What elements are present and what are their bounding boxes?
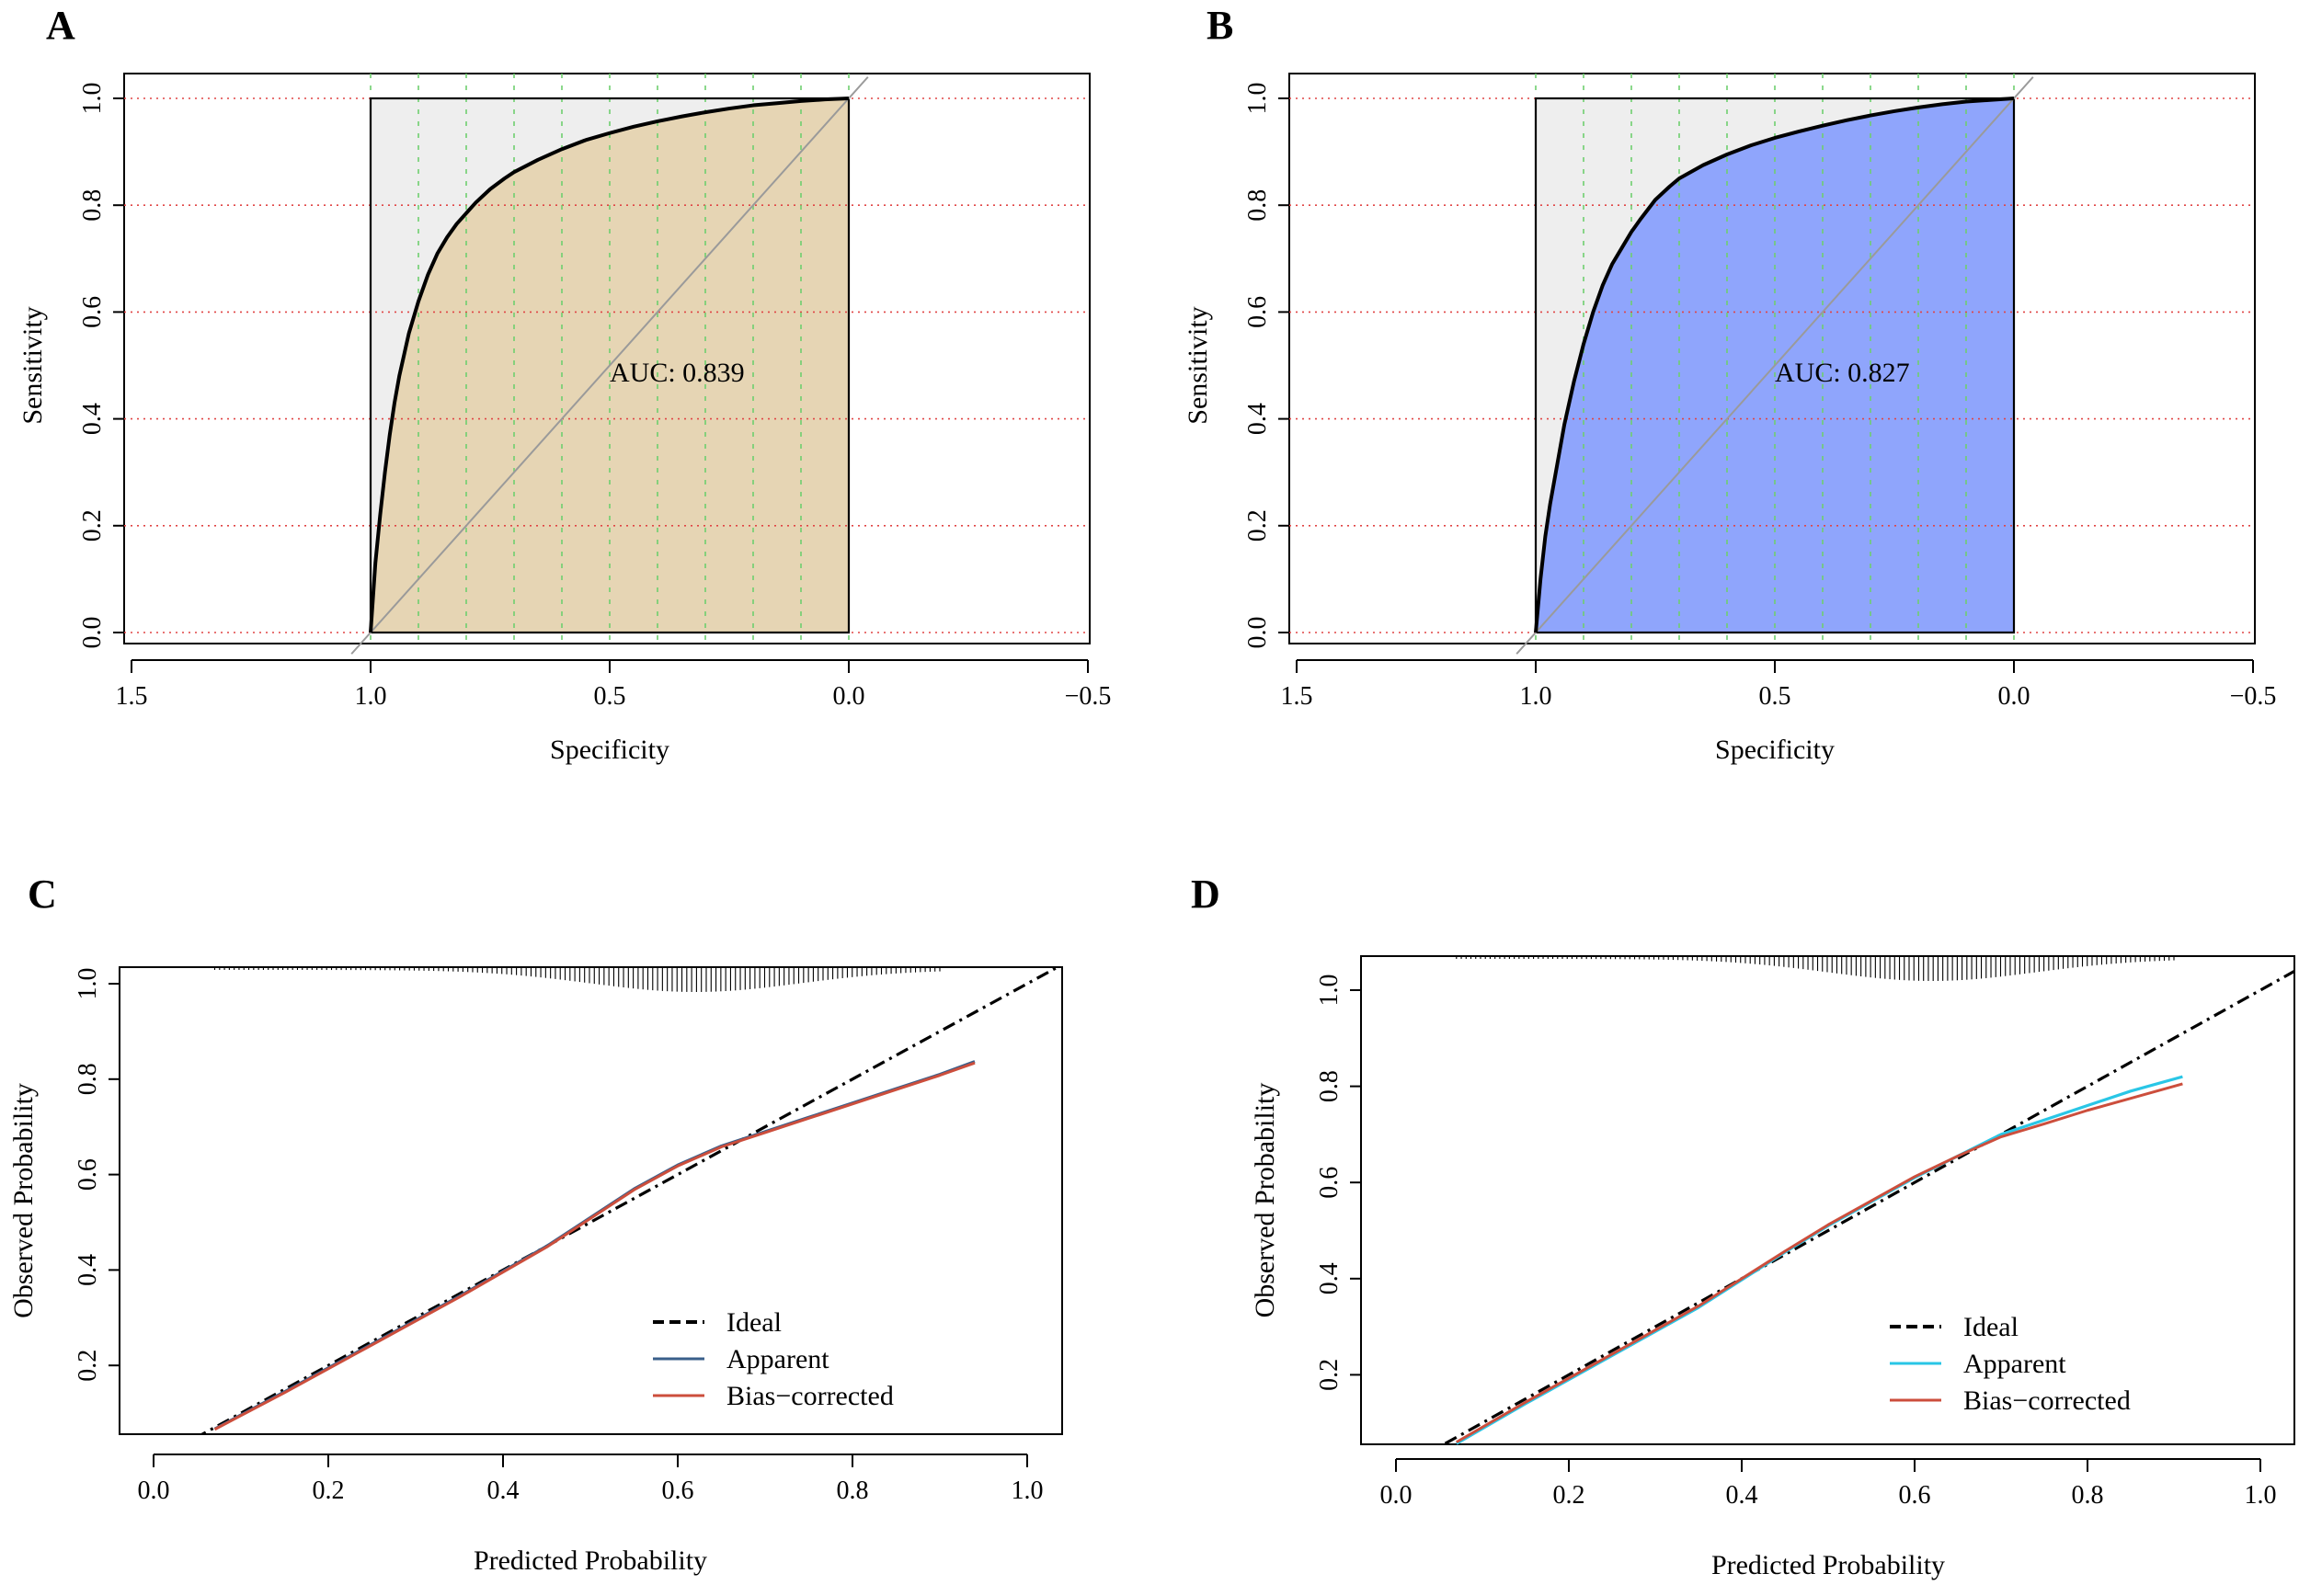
roc-curve — [369, 97, 850, 633]
plot-frame — [123, 73, 1091, 644]
auc-label: AUC: 0.827 — [1775, 358, 1910, 388]
ideal-line — [1440, 969, 2294, 1444]
roc-panel-a: AUC: 0.839 0.0 0.2 0.4 0.6 0.8 1.0 1.5 1.0 0.5 0.0… — [17, 73, 1112, 765]
plot-frame — [119, 966, 1063, 1435]
legend-label: Bias−corrected — [726, 1381, 894, 1411]
y-tick-label: 0.6 — [78, 296, 107, 328]
diagonal-reference-line — [350, 76, 869, 655]
y-tick-label: 1.0 — [74, 968, 102, 1000]
bias-corrected-curve — [213, 1061, 976, 1431]
y-tick-label: 0.4 — [1315, 1262, 1344, 1294]
y-tick-label: 0.0 — [78, 617, 107, 649]
y-axis-title: Observed Probability — [1250, 1083, 1280, 1318]
y-tick-label: 0.8 — [78, 189, 107, 222]
x-tick-label: 0.0 — [138, 1476, 170, 1505]
y-axis-title: Sensitivity — [17, 306, 48, 424]
y-tick-label: 0.4 — [1243, 403, 1272, 435]
x-tick-label: 0.0 — [1998, 682, 2030, 711]
x-tick-label: 0.2 — [313, 1476, 345, 1505]
x-axis-title: Predicted Probability — [474, 1545, 707, 1576]
x-tick-label: 0.4 — [1726, 1481, 1758, 1510]
ideal-line — [199, 967, 1061, 1434]
x-tick-label: 0.8 — [2072, 1481, 2104, 1510]
legend-label: Apparent — [726, 1344, 829, 1374]
y-tick-label: 0.4 — [74, 1254, 102, 1286]
auc-label: AUC: 0.839 — [610, 358, 745, 388]
y-tick-label: 0.2 — [1315, 1359, 1344, 1391]
calibration-panel-c: 0.2 0.4 0.6 0.8 1.0 0.0 0.2 0.4 0.6 0.8 1.0 Predict… — [8, 966, 1063, 1576]
y-tick-label: 0.4 — [78, 403, 107, 435]
x-tick-label: 0.8 — [837, 1476, 869, 1505]
y-tick-label: 1.0 — [78, 83, 107, 115]
y-tick-label: 0.2 — [78, 509, 107, 542]
auc-square-outline — [369, 97, 851, 634]
y-tick-label: 0.6 — [1243, 296, 1272, 328]
x-tick-label: 0.5 — [594, 682, 626, 711]
y-tick-label: 0.6 — [74, 1158, 102, 1191]
x-tick-label: 1.0 — [2245, 1481, 2277, 1510]
x-tick-label: 1.5 — [116, 682, 148, 711]
panel-label-a: A — [46, 3, 75, 48]
bias-corrected-curve — [1456, 1082, 2183, 1443]
x-axis-title: Specificity — [550, 735, 669, 765]
x-tick-label: 0.6 — [1899, 1481, 1931, 1510]
roc-curve — [1534, 97, 2015, 633]
y-tick-label: 1.0 — [1315, 975, 1344, 1007]
y-tick-label: 0.8 — [74, 1063, 102, 1095]
roc-panel-b: AUC: 0.827 0.0 0.2 0.4 0.6 0.8 1.0 1.5 1.0 0.5 0.0… — [1183, 73, 2277, 765]
y-tick-label: 0.8 — [1243, 189, 1272, 222]
x-tick-label: 0.0 — [1380, 1481, 1413, 1510]
x-tick-label: 0.6 — [662, 1476, 694, 1505]
x-tick-label: −0.5 — [1065, 682, 1112, 711]
y-tick-label: 0.8 — [1315, 1070, 1344, 1102]
panel-label-c: C — [28, 872, 57, 917]
y-tick-label: 0.6 — [1315, 1167, 1344, 1199]
x-tick-label: 0.2 — [1553, 1481, 1585, 1510]
plot-frame — [1288, 73, 2256, 644]
auc-square-outline — [1534, 97, 2016, 634]
x-tick-label: 0.4 — [487, 1476, 520, 1505]
y-tick-label: 0.2 — [1243, 509, 1272, 542]
x-tick-label: 0.0 — [833, 682, 865, 711]
x-tick-label: −0.5 — [2230, 682, 2277, 711]
diagonal-reference-line — [1516, 76, 2034, 655]
x-tick-label: 0.5 — [1759, 682, 1791, 711]
legend-label: Ideal — [1963, 1312, 2019, 1342]
y-axis-title: Sensitivity — [1183, 306, 1213, 424]
x-tick-label: 1.0 — [1012, 1476, 1044, 1505]
x-tick-label: 1.5 — [1281, 682, 1313, 711]
panel-label-d: D — [1191, 872, 1220, 917]
y-tick-label: 0.2 — [74, 1350, 102, 1382]
panel-label-b: B — [1207, 3, 1233, 48]
apparent-curve — [213, 1060, 976, 1431]
x-tick-label: 1.0 — [355, 682, 387, 711]
legend-label: Apparent — [1963, 1349, 2066, 1379]
x-axis-title: Predicted Probability — [1711, 1550, 1945, 1580]
x-axis-title: Specificity — [1715, 735, 1835, 765]
calibration-panel-d: 0.2 0.4 0.6 0.8 1.0 0.0 0.2 0.4 0.6 0.8 1.0 Predict… — [1250, 955, 2295, 1580]
y-axis-title: Observed Probability — [8, 1083, 39, 1318]
y-tick-label: 0.0 — [1243, 617, 1272, 649]
legend-label: Ideal — [726, 1307, 782, 1338]
y-tick-label: 1.0 — [1243, 83, 1272, 115]
legend-label: Bias−corrected — [1963, 1385, 2131, 1416]
plot-frame — [1360, 955, 2295, 1445]
x-tick-label: 1.0 — [1520, 682, 1552, 711]
